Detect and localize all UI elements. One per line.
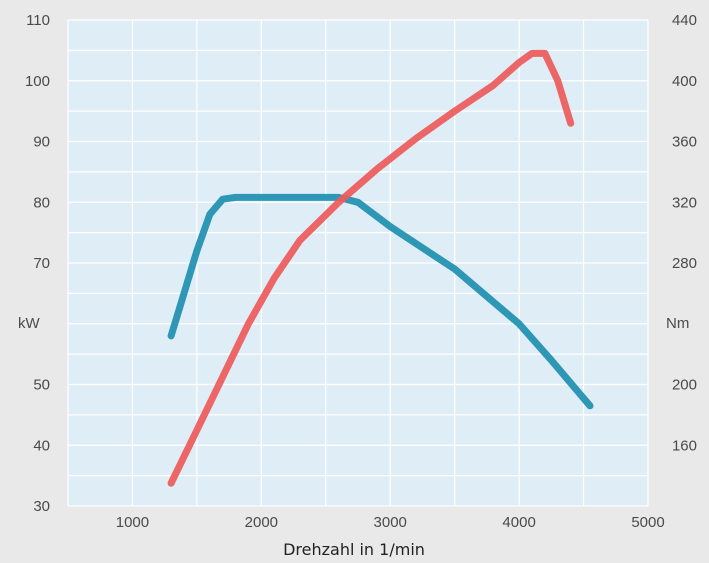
power-kw-line	[167, 193, 594, 410]
left-tick-label: 110	[26, 12, 50, 29]
x-axis-ticks: 1000 2000 3000 4000 5000	[116, 514, 665, 531]
right-tick-label: 360	[672, 134, 697, 151]
x-tick-label: 4000	[502, 514, 535, 531]
right-axis-unit: Nm	[666, 315, 689, 332]
x-tick-label: 2000	[245, 514, 278, 531]
left-tick-label: 90	[33, 134, 50, 151]
torque-nm-line	[167, 49, 575, 487]
left-axis-unit: kW	[18, 315, 41, 332]
left-tick-label: 40	[33, 437, 50, 454]
x-tick-label: 1000	[116, 514, 149, 531]
left-tick-label: 80	[33, 194, 50, 211]
x-tick-label: 3000	[374, 514, 407, 531]
x-tick-label: 5000	[631, 514, 664, 531]
right-tick-label: 200	[672, 377, 697, 394]
left-tick-label: 70	[33, 255, 50, 272]
right-tick-label: 440	[672, 12, 697, 29]
gridlines	[67, 19, 649, 507]
left-tick-label: 50	[33, 377, 50, 394]
x-axis-label: Drehzahl in 1/min	[283, 540, 425, 559]
right-tick-label: 400	[672, 73, 697, 90]
left-tick-label: 30	[33, 498, 50, 515]
right-tick-label: 320	[672, 194, 697, 211]
left-tick-label: 100	[25, 73, 50, 90]
left-axis-ticks: 110 100 90 80 70 50 40 30	[25, 12, 50, 515]
right-axis-ticks: 440 400 360 320 280 200 160	[672, 12, 697, 454]
right-tick-label: 280	[672, 255, 697, 272]
right-tick-label: 160	[672, 437, 697, 454]
series-layer	[167, 49, 594, 487]
